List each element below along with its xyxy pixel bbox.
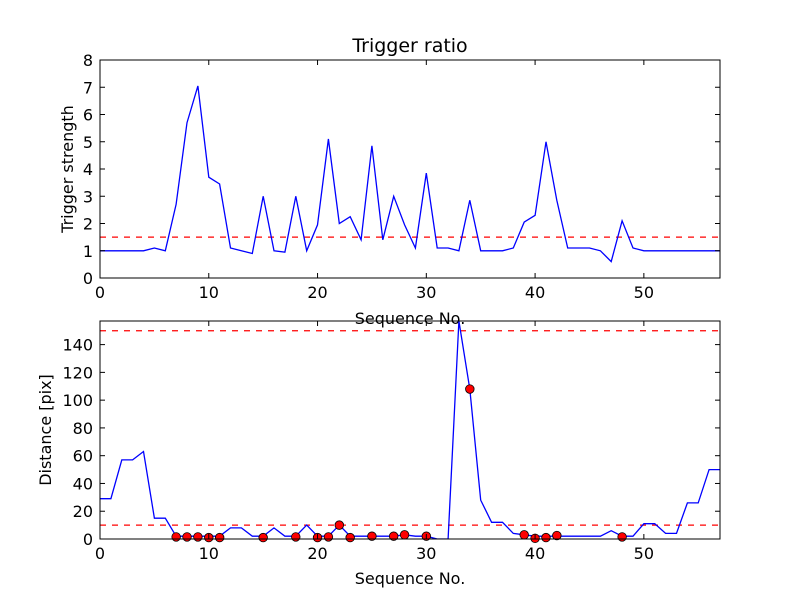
bottom-chart-ytick-label: 20 [73, 502, 93, 521]
bottom-chart-marker-point [388, 531, 399, 541]
bottom-chart-ytick-label: 100 [62, 391, 93, 410]
bottom-chart-marker-point [334, 520, 344, 530]
bottom-chart-marker-point [182, 532, 192, 542]
bottom-chart-xlabel: Sequence No. [355, 569, 466, 588]
top-chart-xtick-label: 0 [95, 283, 105, 302]
top-chart: Trigger ratio Trigger strength Sequence … [58, 35, 721, 328]
bottom-chart-xtick-label: 50 [634, 544, 654, 563]
bottom-chart-xtick-label: 40 [525, 544, 545, 563]
top-chart-plot-area: 0 10 20 30 40 50 0 1 2 3 4 5 6 7 8 [83, 51, 721, 302]
bottom-chart-ylabel: Distance [pix] [36, 374, 55, 486]
top-chart-ytick-label: 8 [83, 51, 93, 70]
bottom-chart-marker-point [367, 531, 377, 541]
bottom-chart-marker-point [617, 532, 627, 542]
bottom-chart-marker-point [193, 532, 203, 542]
bottom-chart-ytick-label: 0 [83, 530, 93, 549]
top-chart-xtick-label: 50 [634, 283, 654, 302]
top-chart-ytick-label: 4 [83, 160, 93, 179]
bottom-chart-marker-point [171, 532, 181, 542]
top-chart-ytick-label: 7 [83, 78, 93, 97]
top-chart-ytick-label: 6 [83, 106, 93, 125]
bottom-chart-frame [99, 320, 721, 540]
bottom-chart-xtick-label: 10 [199, 544, 219, 563]
top-chart-xtick-label: 40 [525, 283, 545, 302]
bottom-chart-marker-point [214, 532, 225, 543]
top-chart-xtick-label: 10 [199, 283, 219, 302]
bottom-chart-marker-point [519, 530, 529, 540]
top-chart-xtick-label: 20 [307, 283, 327, 302]
top-chart-ytick-label: 2 [83, 215, 93, 234]
bottom-chart-marker-point [465, 384, 475, 394]
top-chart-frame [99, 59, 721, 279]
bottom-chart-ytick-label: 80 [73, 419, 93, 438]
top-chart-ylabel: Trigger strength [58, 105, 77, 234]
bottom-chart-marker-point [258, 532, 268, 543]
top-chart-title: Trigger ratio [351, 35, 467, 57]
bottom-chart-marker-point [552, 530, 562, 541]
bottom-chart-marker-point [323, 532, 334, 542]
bottom-chart-marker-point [541, 532, 551, 543]
bottom-chart-ytick-label: 120 [62, 363, 93, 382]
top-chart-series-line [100, 85, 720, 263]
bottom-chart-ytick-label: 140 [62, 336, 93, 355]
bottom-chart-ytick-label: 60 [73, 447, 93, 466]
bottom-chart-xtick-label: 20 [307, 544, 327, 563]
top-chart-xtick-label: 30 [416, 283, 436, 302]
bottom-chart-xtick-label: 0 [95, 544, 105, 563]
bottom-chart-ytick-label: 40 [73, 474, 93, 493]
top-chart-ytick-label: 5 [83, 133, 93, 152]
top-chart-ytick-label: 3 [83, 187, 93, 206]
bottom-chart-xtick-label: 30 [416, 544, 436, 563]
bottom-chart-marker-point [399, 530, 410, 540]
bottom-chart-plot-area: 0 10 20 30 40 50 0 20 40 60 80 100 120 140 [62, 320, 721, 563]
bottom-chart-marker-point [291, 532, 301, 542]
top-chart-ytick-label: 1 [83, 242, 93, 261]
bottom-chart-series-line [100, 321, 720, 539]
bottom-chart: Distance [pix] Sequence No. 0 10 20 30 40 500… [36, 320, 721, 588]
bottom-chart-marker-point [345, 532, 355, 543]
top-chart-xlabel: Sequence No. [355, 309, 466, 328]
top-chart-ytick-label: 0 [83, 269, 93, 288]
